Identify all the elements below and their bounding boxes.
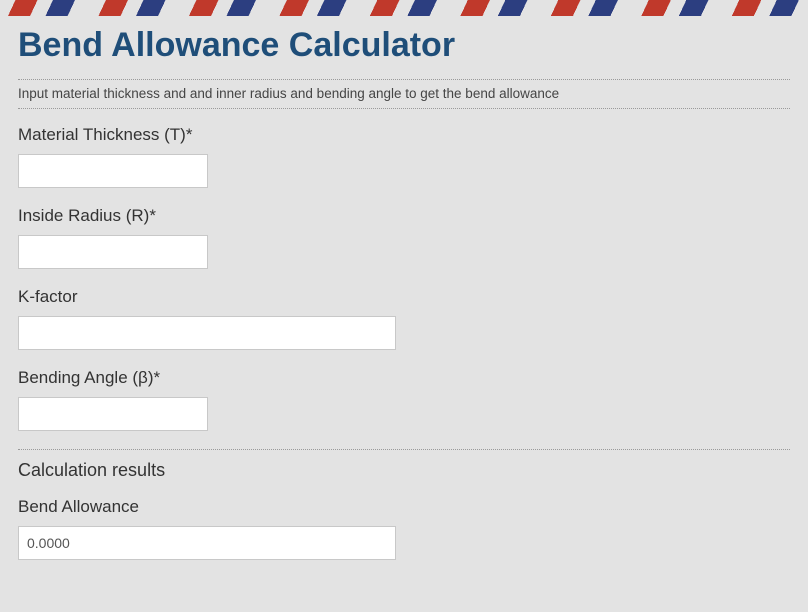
subtitle-text: Input material thickness and and inner r… (18, 86, 559, 101)
kfactor-label: K-factor (18, 287, 790, 307)
field-radius: Inside Radius (R)* (18, 206, 790, 269)
calculator-form: Bend Allowance Calculator Input material… (0, 16, 808, 596)
thickness-label: Material Thickness (T)* (18, 125, 790, 145)
page-title: Bend Allowance Calculator (18, 26, 790, 65)
thickness-input[interactable] (18, 154, 208, 188)
airmail-stripe (0, 0, 808, 16)
field-bend-allowance: Bend Allowance (18, 497, 790, 560)
field-thickness: Material Thickness (T)* (18, 125, 790, 188)
radius-label: Inside Radius (R)* (18, 206, 790, 226)
angle-label: Bending Angle (β)* (18, 368, 790, 388)
angle-input[interactable] (18, 397, 208, 431)
results-title: Calculation results (18, 460, 790, 481)
field-kfactor: K-factor (18, 287, 790, 350)
kfactor-input[interactable] (18, 316, 396, 350)
field-angle: Bending Angle (β)* (18, 368, 790, 431)
results-section: Calculation results Bend Allowance (18, 449, 790, 560)
subtitle-region: Input material thickness and and inner r… (18, 79, 790, 109)
bend-allowance-label: Bend Allowance (18, 497, 790, 517)
radius-input[interactable] (18, 235, 208, 269)
bend-allowance-output[interactable] (18, 526, 396, 560)
